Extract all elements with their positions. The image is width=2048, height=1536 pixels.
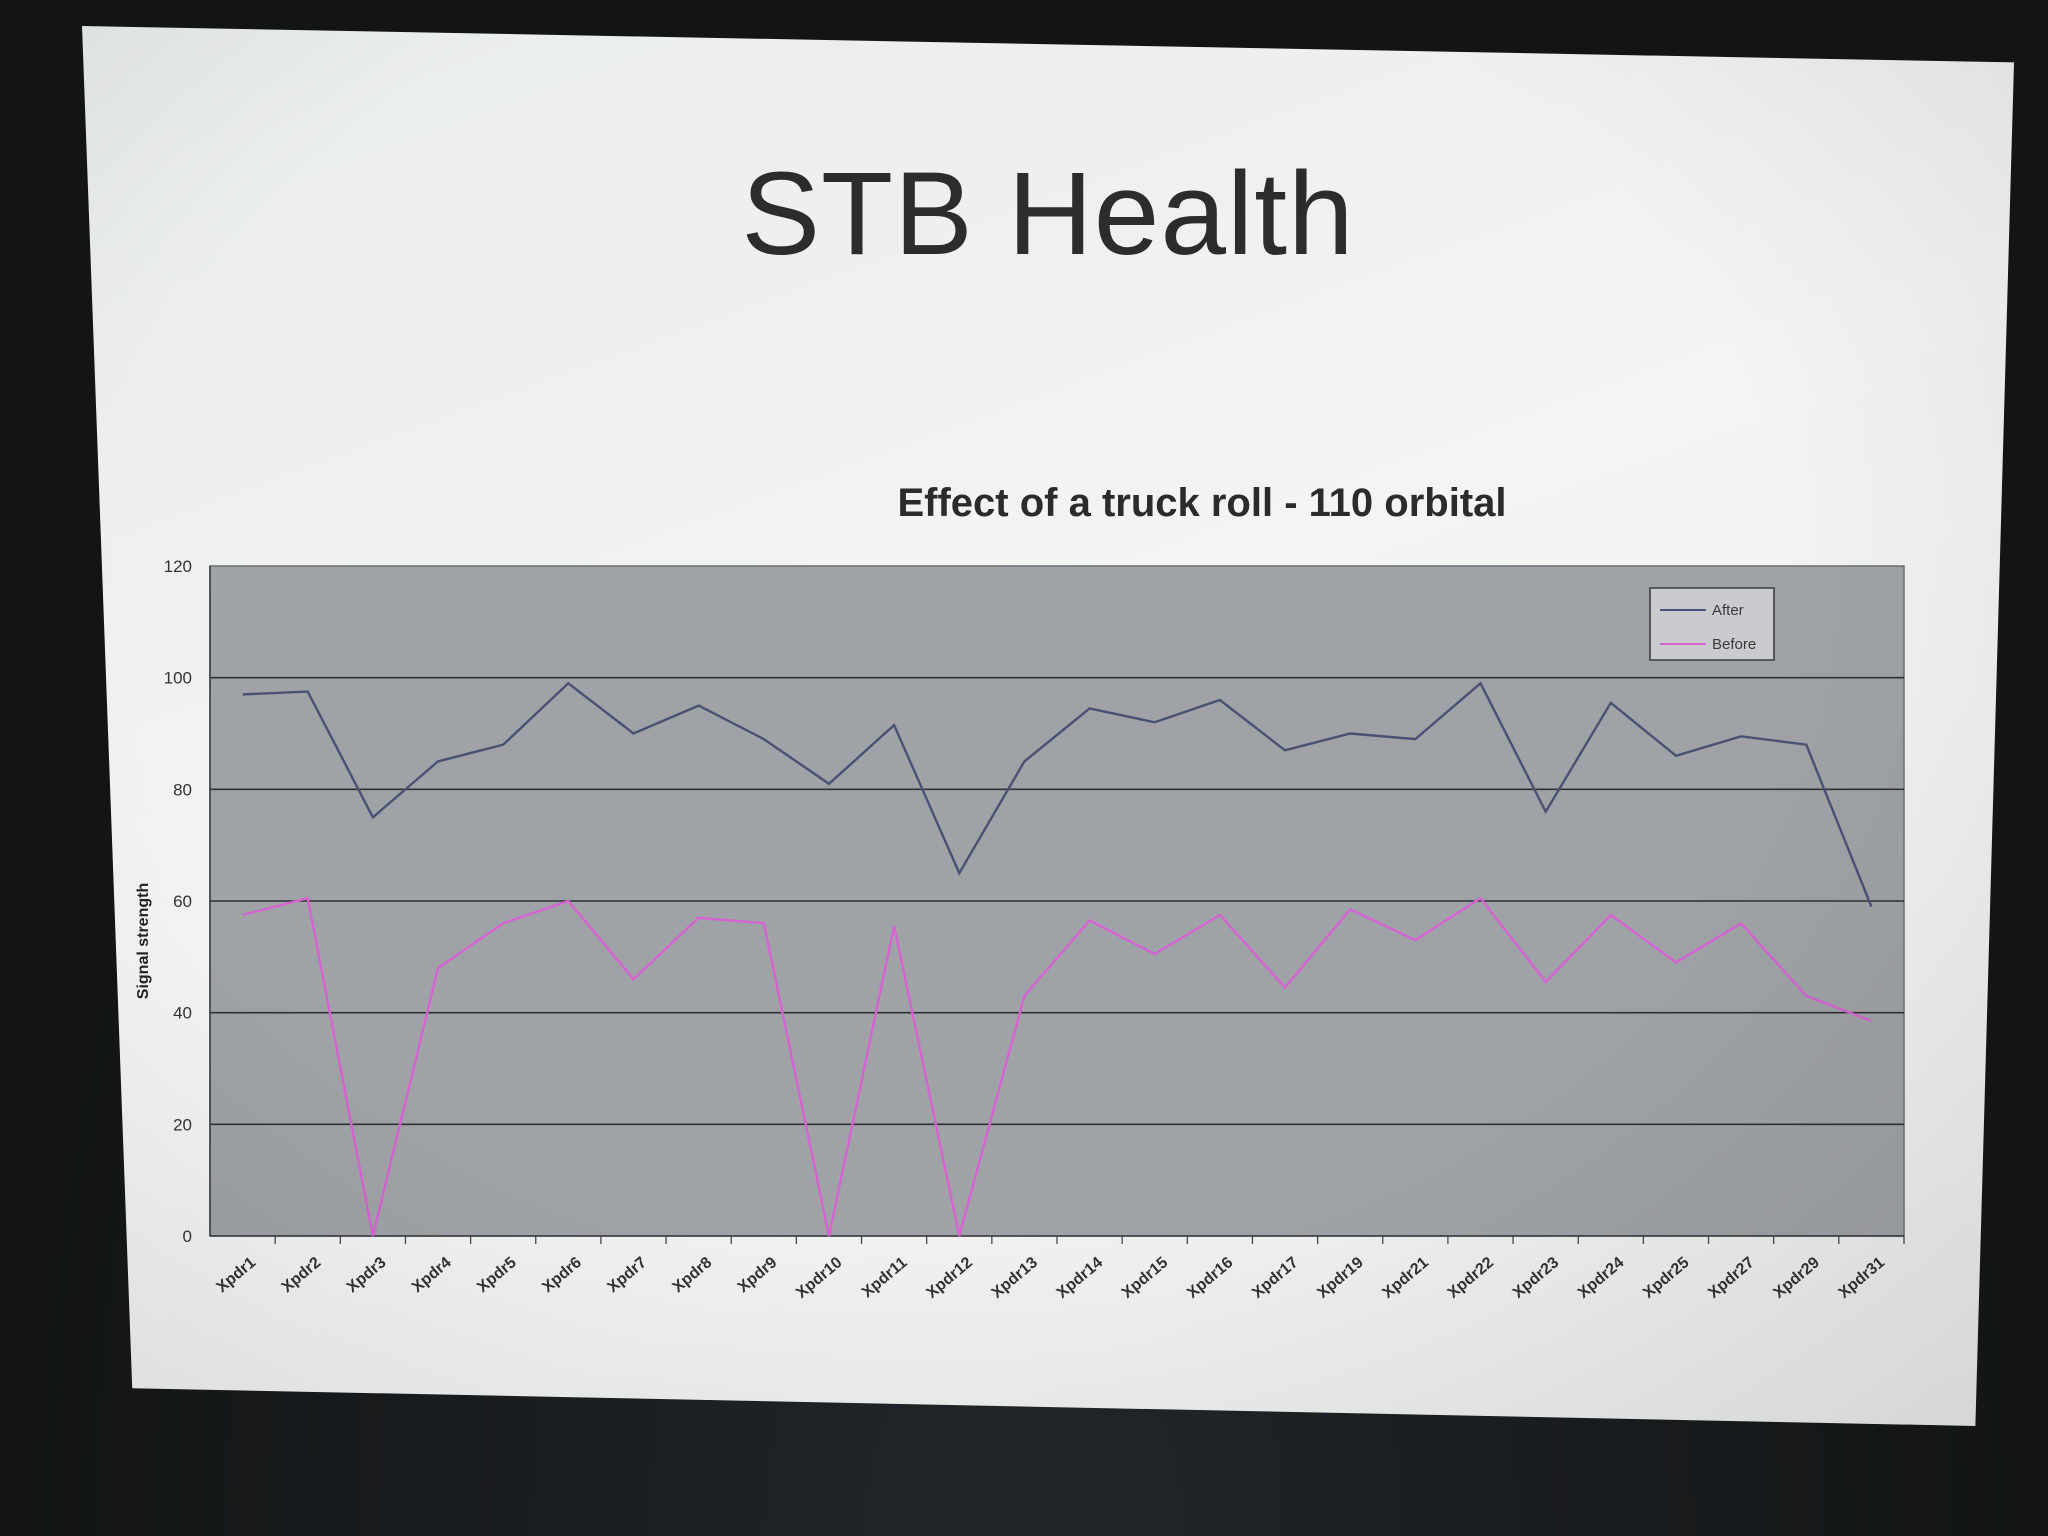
x-tick-label: Xpdr24 — [1575, 1254, 1628, 1302]
x-tick-label: Xpdr27 — [1705, 1254, 1758, 1302]
x-tick-label: Xpdr22 — [1445, 1254, 1498, 1302]
x-tick-label: Xpdr1 — [213, 1254, 259, 1296]
x-tick-label: Xpdr12 — [923, 1254, 976, 1302]
x-tick-label: Xpdr29 — [1770, 1254, 1823, 1302]
x-tick-label: Xpdr8 — [670, 1254, 716, 1296]
x-tick-label: Xpdr19 — [1314, 1254, 1367, 1302]
x-tick-label: Xpdr31 — [1836, 1254, 1889, 1302]
x-tick-label: Xpdr14 — [1054, 1254, 1107, 1302]
x-tick-label: Xpdr16 — [1184, 1254, 1237, 1302]
x-tick-label: Xpdr9 — [735, 1254, 781, 1296]
y-tick-label: 100 — [164, 669, 192, 688]
x-tick-label: Xpdr6 — [539, 1254, 585, 1296]
x-tick-label: Xpdr3 — [344, 1254, 390, 1296]
presentation-slide: STB Health Effect of a truck roll - 110 … — [82, 26, 2014, 1426]
x-tick-label: Xpdr10 — [793, 1254, 846, 1302]
line-chart: Effect of a truck roll - 110 orbital 0 20 4… — [82, 26, 2014, 1426]
series-line-before — [242, 896, 1872, 1237]
x-tick-label: Xpdr11 — [859, 1254, 911, 1301]
x-tick-label: Xpdr21 — [1379, 1254, 1432, 1302]
y-tick-label: 40 — [173, 1004, 192, 1023]
series-line-after — [242, 681, 1873, 908]
legend-label-after: After — [1712, 602, 1744, 619]
legend-label-before: Before — [1712, 636, 1756, 653]
x-tick-label: Xpdr17 — [1249, 1254, 1302, 1302]
y-tick-label: 60 — [173, 892, 192, 911]
x-tick-label: Xpdr25 — [1640, 1254, 1693, 1302]
x-tick-label: Xpdr2 — [279, 1254, 325, 1296]
x-tick-label: Xpdr15 — [1119, 1254, 1172, 1302]
chart-svg: Effect of a truck roll - 110 orbital 0 20 4… — [135, 481, 1905, 1302]
slide-title: STB Health — [741, 148, 1355, 280]
y-tick-label: 120 — [164, 557, 192, 576]
x-tick-label: Xpdr4 — [409, 1254, 455, 1296]
y-tick-label: 80 — [173, 780, 192, 799]
chart-title: Effect of a truck roll - 110 orbital — [897, 481, 1506, 525]
x-tick-label: Xpdr23 — [1510, 1254, 1563, 1302]
x-tick-label: Xpdr5 — [474, 1254, 520, 1296]
x-tick-label: Xpdr7 — [604, 1254, 650, 1296]
y-tick-label: 20 — [173, 1115, 192, 1134]
legend-box — [1649, 587, 1775, 661]
y-axis-title: Signal strength — [135, 883, 152, 999]
y-tick-label: 0 — [183, 1227, 192, 1246]
x-tick-label: Xpdr13 — [989, 1254, 1042, 1302]
